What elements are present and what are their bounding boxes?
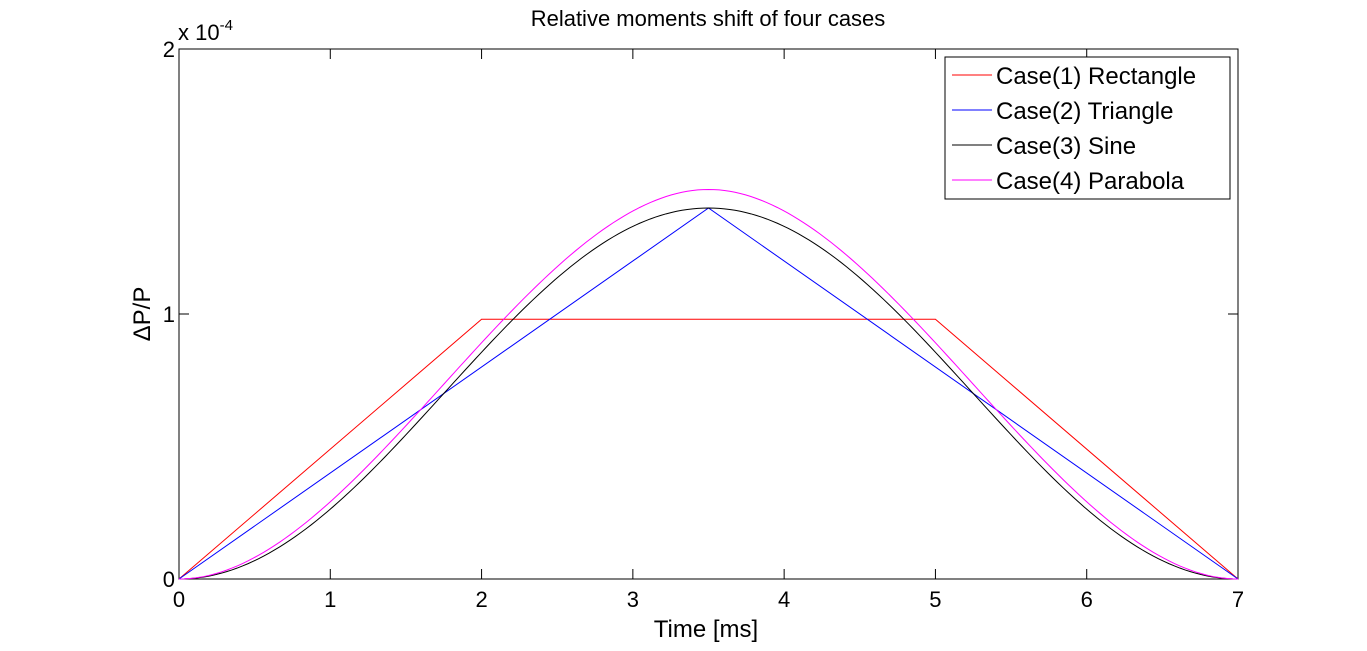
- legend-box: [944, 56, 1231, 200]
- legend-label: Case(3) Sine: [996, 133, 1136, 160]
- y-tick-labels: 0 1 2: [163, 37, 175, 592]
- series-line-3: [178, 207, 1239, 580]
- y-tick-label: 2: [163, 37, 175, 62]
- legend-label: Case(2) Triangle: [996, 98, 1173, 125]
- y-exponent-base: x 10: [178, 20, 220, 45]
- x-tick-label: 6: [1081, 587, 1093, 612]
- x-tick-label: 3: [627, 587, 639, 612]
- x-tick-label: 5: [929, 587, 941, 612]
- x-tick-label: 7: [1232, 587, 1244, 612]
- y-axis-label: ΔP/P: [129, 287, 156, 342]
- x-axis-label: Time [ms]: [654, 616, 758, 643]
- series-line-1: [178, 318, 1239, 580]
- x-tick-labels: 0 1 2 3 4 5 6 7: [173, 587, 1244, 612]
- x-tick-label: 1: [324, 587, 336, 612]
- x-tick-label: 4: [778, 587, 790, 612]
- y-axis-exponent: x 10-4: [178, 17, 233, 45]
- x-tick-label: 2: [475, 587, 487, 612]
- y-tick-label: 0: [163, 567, 175, 592]
- series-line-4: [178, 188, 1239, 580]
- chart-title: Relative moments shift of four cases: [531, 6, 886, 31]
- series-lines: [178, 188, 1239, 580]
- x-tick-label: 0: [173, 587, 185, 612]
- legend-label: Case(4) Parabola: [996, 168, 1185, 195]
- legend: Case(1) Rectangle Case(2) Triangle Case(3)…: [944, 56, 1231, 200]
- y-exponent-power: -4: [220, 17, 233, 34]
- y-tick-label: 1: [163, 302, 175, 327]
- legend-label: Case(1) Rectangle: [996, 63, 1196, 90]
